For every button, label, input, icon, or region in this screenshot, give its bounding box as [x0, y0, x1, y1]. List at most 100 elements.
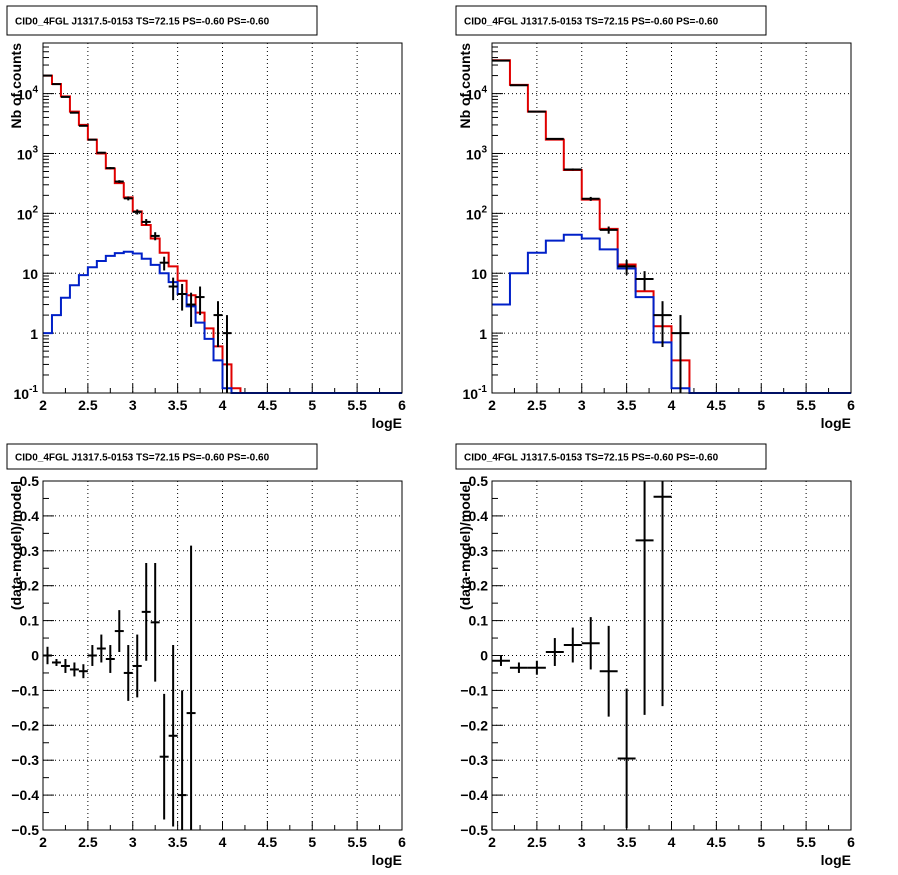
y-tick-label: 103: [17, 144, 39, 162]
x-tick-label: 3: [129, 834, 137, 850]
chart-panel-2: CID0_4FGL J1317.5-0153 TS=72.15 PS=-0.60…: [455, 5, 855, 431]
panel-title-box: [455, 5, 767, 36]
y-tick-label: 102: [466, 204, 488, 222]
x-tick-label: 2: [39, 834, 47, 850]
x-tick-label: 3.5: [617, 834, 637, 850]
x-tick-label: 6: [847, 397, 855, 413]
y-tick-label: −0.5: [11, 822, 39, 838]
x-tick-label: 2.5: [527, 834, 547, 850]
y-tick-label: 0.5: [20, 473, 40, 489]
x-tick-label: 4: [668, 834, 676, 850]
x-tick-label: 4.5: [258, 397, 278, 413]
y-tick-label: −0.1: [460, 682, 488, 698]
x-tick-label: 4: [219, 834, 227, 850]
source-model-histogram: [43, 250, 402, 394]
x-tick-label: 6: [398, 397, 406, 413]
y-tick-exponent: 2: [32, 204, 38, 215]
y-tick-base: 10: [466, 87, 482, 103]
panel-title: CID0_4FGL J1317.5-0153 TS=72.15 PS=-0.60…: [464, 453, 719, 464]
y-tick-label: −0.1: [11, 682, 39, 698]
plot-frame: [42, 42, 403, 394]
x-tick-label: 4: [668, 397, 676, 413]
y-tick-label: 0.2: [20, 578, 40, 594]
x-axis-label: logE: [821, 415, 851, 431]
plot-frame: [42, 480, 403, 831]
y-tick-label: 0.5: [469, 473, 489, 489]
x-tick-label: 4.5: [707, 834, 727, 850]
y-tick-label: 0.4: [20, 508, 40, 524]
x-tick-label: 5.5: [347, 834, 367, 850]
y-tick-label: 103: [466, 144, 488, 162]
x-tick-label: 3: [129, 397, 137, 413]
x-tick-label: 2: [488, 397, 496, 413]
y-tick-label: −0.3: [11, 752, 39, 768]
x-axis-label: logE: [372, 415, 402, 431]
y-axis-label: (data-model)/model: [8, 481, 24, 610]
x-tick-label: 6: [847, 834, 855, 850]
y-tick-label: −0.3: [460, 752, 488, 768]
x-tick-label: 4.5: [258, 834, 278, 850]
chart-panel-4: CID0_4FGL J1317.5-0153 TS=72.15 PS=-0.60…: [455, 443, 855, 868]
y-tick-label: 104: [17, 85, 39, 103]
y-tick-label: 10: [471, 266, 487, 282]
panel-title: CID0_4FGL J1317.5-0153 TS=72.15 PS=-0.60…: [15, 17, 270, 28]
x-tick-label: 4.5: [707, 397, 727, 413]
y-tick-label: −0.4: [460, 787, 488, 803]
chart-panel-3: CID0_4FGL J1317.5-0153 TS=72.15 PS=-0.60…: [6, 443, 406, 868]
chart-panel-1: CID0_4FGL J1317.5-0153 TS=72.15 PS=-0.60…: [6, 5, 406, 431]
y-tick-base: 10: [17, 87, 33, 103]
x-tick-label: 3.5: [168, 834, 188, 850]
y-tick-base: 10: [466, 206, 482, 222]
y-tick-label: 10-1: [463, 384, 488, 402]
y-tick-exponent: 4: [481, 85, 487, 96]
panel-title: CID0_4FGL J1317.5-0153 TS=72.15 PS=-0.60…: [15, 453, 270, 464]
y-tick-base: 10: [17, 146, 33, 162]
y-tick-exponent: 3: [481, 144, 487, 155]
x-tick-label: 2.5: [78, 397, 98, 413]
x-tick-label: 6: [398, 834, 406, 850]
x-tick-label: 2: [488, 834, 496, 850]
y-tick-label: 0.1: [20, 613, 40, 629]
panel-title-box: [455, 443, 767, 470]
panel-title-box: [6, 5, 318, 36]
x-tick-label: 3: [578, 834, 586, 850]
y-tick-exponent: 4: [32, 85, 38, 96]
x-tick-label: 2.5: [78, 834, 98, 850]
y-tick-label: 1: [479, 326, 487, 342]
x-tick-label: 5: [757, 397, 765, 413]
y-tick-exponent: -1: [29, 384, 38, 395]
y-tick-label: 0.3: [469, 543, 489, 559]
source-model-histogram: [492, 233, 851, 394]
x-axis-label: logE: [821, 852, 851, 868]
x-axis-label: logE: [372, 852, 402, 868]
y-tick-label: 10: [22, 266, 38, 282]
y-tick-label: 0.3: [20, 543, 40, 559]
y-tick-label: 1: [30, 326, 38, 342]
plot-frame: [491, 480, 852, 831]
y-tick-base: 10: [466, 146, 482, 162]
y-tick-label: 0.1: [469, 613, 489, 629]
y-tick-base: 10: [17, 206, 33, 222]
plot-frame: [491, 42, 852, 394]
y-tick-label: 102: [17, 204, 39, 222]
x-tick-label: 2: [39, 397, 47, 413]
x-tick-label: 3.5: [617, 397, 637, 413]
x-tick-label: 3.5: [168, 397, 188, 413]
y-tick-label: −0.5: [460, 822, 488, 838]
y-tick-base: 10: [14, 386, 30, 402]
y-tick-label: 0: [31, 648, 39, 664]
y-tick-label: −0.2: [11, 717, 39, 733]
x-tick-label: 5.5: [796, 397, 816, 413]
y-tick-label: −0.4: [11, 787, 39, 803]
x-tick-label: 5.5: [347, 397, 367, 413]
y-axis-label: (data-model)/model: [457, 481, 473, 610]
y-axis-label: Nb of counts: [457, 43, 473, 129]
y-tick-base: 10: [463, 386, 479, 402]
x-tick-label: 5.5: [796, 834, 816, 850]
x-tick-label: 3: [578, 397, 586, 413]
panel-title: CID0_4FGL J1317.5-0153 TS=72.15 PS=-0.60…: [464, 17, 719, 28]
y-tick-label: 104: [466, 85, 488, 103]
y-tick-exponent: -1: [478, 384, 487, 395]
x-tick-label: 5: [308, 834, 316, 850]
